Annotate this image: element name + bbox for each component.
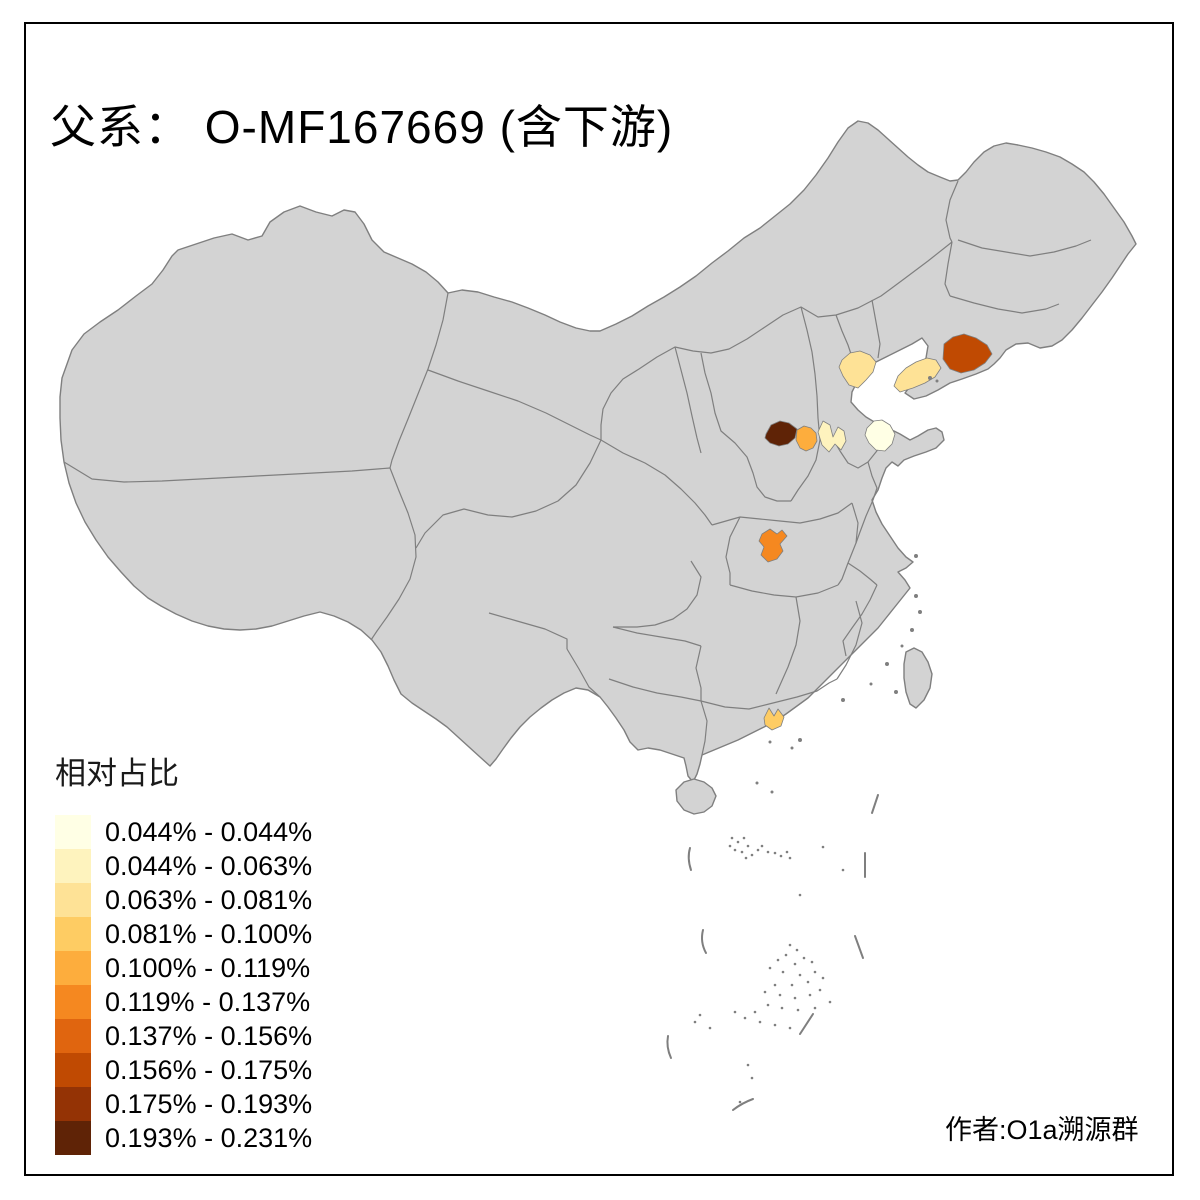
map-region-tan-peninsula: [893, 357, 942, 393]
legend-label: 0.156% - 0.175%: [105, 1055, 313, 1085]
province-borders: [63, 180, 1092, 756]
map-region-dark-red-orange: [942, 333, 993, 374]
map-region-orange-5: [795, 425, 818, 452]
legend-swatch: [55, 1121, 91, 1155]
legend-item: 0.137% - 0.156%: [55, 1019, 312, 1053]
legend-item: 0.044% - 0.063%: [55, 849, 312, 883]
south-sea-islets: [693, 836, 845, 1104]
legend-item: 0.044% - 0.044%: [55, 815, 312, 849]
map-region-tan-north: [838, 350, 877, 389]
legend-label: 0.044% - 0.044%: [105, 817, 313, 847]
china-mainland: [59, 120, 1137, 783]
nine-dash-line-segments: [666, 794, 879, 1111]
legend-item: 0.100% - 0.119%: [55, 951, 312, 985]
map-region-dark-brown: [764, 420, 798, 447]
legend-label: 0.119% - 0.137%: [105, 987, 311, 1017]
hainan-island: [675, 778, 717, 815]
legend-swatch: [55, 849, 91, 883]
legend-item: 0.156% - 0.175%: [55, 1053, 312, 1087]
legend-rows: 0.044% - 0.044% 0.044% - 0.063% 0.063% - 0…: [55, 815, 312, 1155]
highlighted-regions: [758, 333, 993, 731]
legend-label: 0.137% - 0.156%: [105, 1021, 313, 1051]
legend-title: 相对占比: [55, 756, 179, 791]
legend-swatch: [55, 951, 91, 985]
legend-item: 0.193% - 0.231%: [55, 1121, 312, 1155]
map-region-orange-6: [758, 528, 788, 563]
map-region-palest-yellow: [864, 419, 896, 452]
legend-label: 0.063% - 0.081%: [105, 885, 313, 915]
legend-label: 0.044% - 0.063%: [105, 851, 313, 881]
legend-swatch: [55, 985, 91, 1019]
legend-item: 0.119% - 0.137%: [55, 985, 312, 1019]
islands: [675, 376, 939, 815]
map-legend: 相对占比 0.044% - 0.044% 0.044% - 0.063% 0.063…: [55, 748, 312, 1155]
legend-label: 0.081% - 0.100%: [105, 919, 313, 949]
legend-swatch: [55, 815, 91, 849]
legend-label: 0.100% - 0.119%: [105, 953, 311, 983]
author-credit: 作者:O1a溯源群: [945, 1115, 1139, 1145]
legend-item: 0.063% - 0.081%: [55, 883, 312, 917]
legend-swatch: [55, 1019, 91, 1053]
map-region-yellow-orange: [763, 707, 785, 731]
legend-swatch: [55, 1053, 91, 1087]
map-region-pale-yellow: [817, 420, 847, 453]
legend-item: 0.175% - 0.193%: [55, 1087, 312, 1121]
legend-item: 0.081% - 0.100%: [55, 917, 312, 951]
legend-label: 0.175% - 0.193%: [105, 1089, 313, 1119]
taiwan-island: [903, 647, 933, 709]
legend-swatch: [55, 1087, 91, 1121]
page-title: 父系： O-MF167669 (含下游): [50, 100, 674, 153]
legend-label: 0.193% - 0.231%: [105, 1123, 313, 1153]
legend-swatch: [55, 917, 91, 951]
legend-swatch: [55, 883, 91, 917]
